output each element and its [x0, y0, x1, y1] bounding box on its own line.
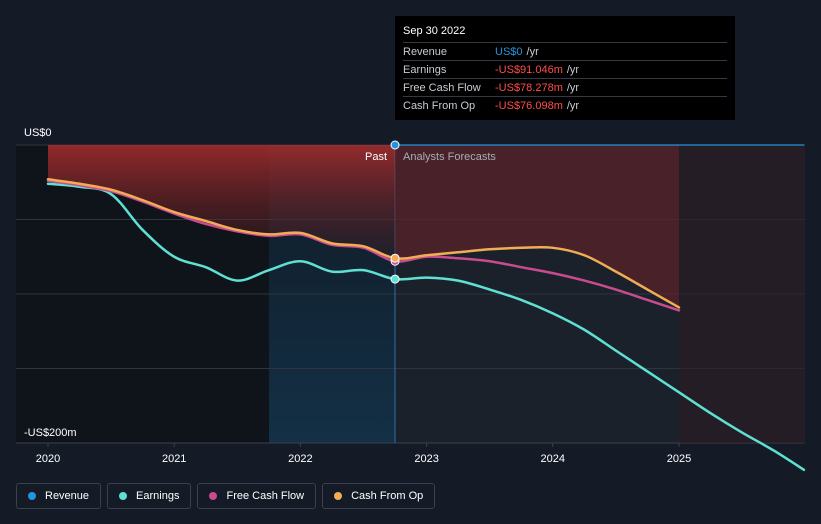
y-axis-bottom-label: -US$200m [24, 427, 77, 439]
tooltip-row-value: US$0 [495, 45, 523, 58]
legend-dot-icon [119, 492, 128, 500]
legend-dot-icon [28, 492, 36, 500]
legend-label: Revenue [45, 490, 90, 502]
past-area-fill [48, 145, 396, 259]
x-tick-label: 2023 [414, 453, 438, 465]
tooltip-row-unit: /yr [566, 99, 580, 112]
legend: Revenue Earnings Free Cash Flow Cash From O… [16, 483, 436, 509]
marker-layer [390, 140, 400, 284]
legend-item-earnings[interactable]: Earnings [107, 483, 192, 509]
tooltip-row: Earnings -US$91.046m/yr [403, 60, 727, 78]
tooltip-row-value: -US$76.098m [495, 99, 563, 112]
legend-item-cash-from-op[interactable]: Cash From Op [322, 483, 436, 509]
tooltip-row-label: Cash From Op [403, 99, 476, 112]
free-cash-flow-line [46, 179, 681, 312]
legend-label: Cash From Op [351, 490, 424, 502]
label-layer: US$0 -US$200m Past Analysts Forecasts 2020 20… [24, 127, 691, 465]
tooltip-row: Cash From Op -US$76.098m/yr [403, 96, 727, 114]
forecast-tail-fill [679, 145, 805, 443]
earnings-marker [390, 274, 400, 284]
tooltip-row-unit: /yr [566, 81, 580, 94]
tooltip-row-label: Free Cash Flow [403, 81, 481, 94]
legend-label: Earnings [136, 490, 180, 502]
legend-dot-icon [209, 492, 218, 500]
x-tick-label: 2025 [667, 453, 691, 465]
legend-label: Free Cash Flow [226, 490, 305, 502]
tooltip-row-label: Earnings [403, 63, 447, 76]
tooltip: Sep 30 2022 Revenue US$0/yr Earnings -US$91… [395, 16, 735, 120]
cash-from-op-marker [390, 253, 400, 263]
line-layer [46, 144, 806, 472]
legend-item-revenue[interactable]: Revenue [16, 483, 102, 509]
tooltip-row: Revenue US$0/yr [403, 42, 727, 60]
tooltip-row-label: Revenue [403, 45, 448, 58]
earnings-line [46, 182, 806, 472]
revenue-marker [390, 140, 400, 150]
x-tick-label: 2022 [288, 453, 312, 465]
x-tick-label: 2024 [541, 453, 565, 465]
tooltip-date: Sep 30 2022 [403, 25, 466, 37]
legend-dot-icon [334, 492, 343, 500]
forecast-label: Analysts Forecasts [403, 151, 496, 163]
cash-from-op-line [46, 178, 681, 309]
tooltip-row-value: -US$91.046m [495, 63, 563, 76]
past-label: Past [365, 151, 387, 163]
x-tick-label: 2020 [36, 453, 60, 465]
tooltip-row-unit: /yr [566, 63, 580, 76]
tooltip-row-value: -US$78.278m [495, 81, 563, 94]
legend-item-free-cash-flow[interactable]: Free Cash Flow [197, 483, 317, 509]
tooltip-row-unit: /yr [526, 45, 539, 58]
y-axis-top-label: US$0 [24, 127, 52, 139]
x-tick-label: 2021 [162, 453, 186, 465]
tooltip-rows: Revenue US$0/yr Earnings -US$91.046m/yr Free… [403, 42, 727, 114]
tooltip-row: Free Cash Flow -US$78.278m/yr [403, 78, 727, 96]
